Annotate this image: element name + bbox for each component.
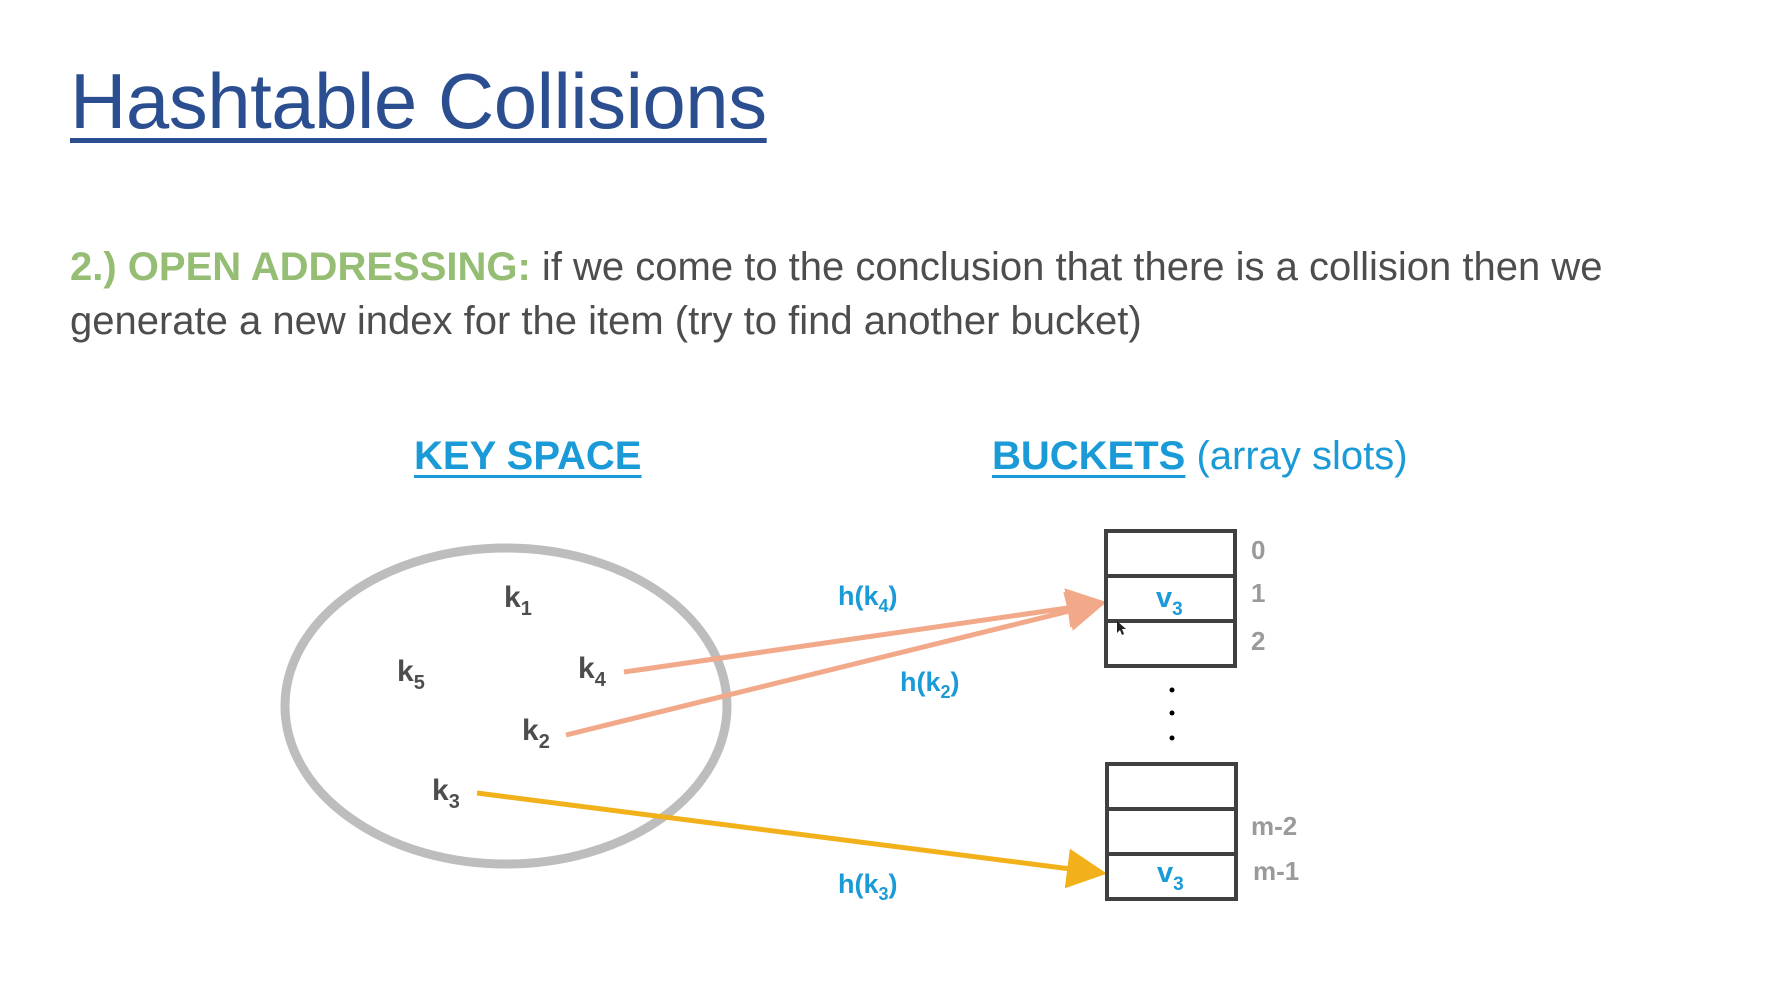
- bucket-slot-m1: [1105, 852, 1238, 901]
- ellipsis-dot: [1169, 687, 1175, 693]
- ellipsis-dot: [1169, 710, 1175, 716]
- ellipsis-dot: [1169, 735, 1175, 741]
- key-space-ellipse: [280, 543, 732, 869]
- bucket-value-slot-1: v3: [1156, 582, 1183, 620]
- buckets-heading: BUCKETS (array slots): [992, 434, 1408, 479]
- slide-title: Hashtable Collisions: [70, 57, 767, 145]
- arrow-k3-to-slot-m1: [476, 790, 1107, 889]
- description-text: if we come to the conclusion that there …: [70, 245, 1603, 343]
- arrow-k2-to-slot-1: [565, 591, 1107, 738]
- key-k5: k5: [397, 655, 425, 694]
- key-space-heading-label: KEY SPACE: [414, 434, 642, 478]
- description-paragraph: 2.) OPEN ADDRESSING: if we come to the c…: [70, 240, 1730, 348]
- key-space-heading: KEY SPACE: [414, 434, 641, 479]
- index-label-m2: m-2: [1251, 811, 1297, 841]
- key-k1: k1: [504, 581, 532, 620]
- buckets-heading-label: BUCKETS: [992, 434, 1186, 478]
- bucket-slot-m3: [1105, 762, 1238, 811]
- bucket-slot-0: [1104, 529, 1237, 578]
- key-k2: k2: [522, 714, 550, 753]
- bucket-value-slot-m1: v3: [1157, 857, 1184, 895]
- hash-label-k4: h(k4): [838, 581, 898, 616]
- buckets-heading-suffix: (array slots): [1185, 434, 1408, 478]
- key-k4: k4: [578, 652, 607, 691]
- hash-label-k3: h(k3): [838, 869, 898, 904]
- hash-label-k2: h(k2): [900, 667, 960, 702]
- bucket-slot-m2: [1105, 807, 1238, 856]
- index-label-2: 2: [1251, 626, 1265, 656]
- index-label-1: 1: [1251, 578, 1265, 608]
- description-lead: 2.) OPEN ADDRESSING:: [70, 245, 531, 289]
- index-label-0: 0: [1251, 535, 1265, 565]
- index-label-m1: m-1: [1253, 856, 1299, 886]
- key-k3: k3: [432, 774, 460, 813]
- bucket-slot-2: [1104, 619, 1237, 668]
- cursor-icon: [1117, 621, 1126, 635]
- arrow-k4-to-slot-1: [623, 588, 1107, 675]
